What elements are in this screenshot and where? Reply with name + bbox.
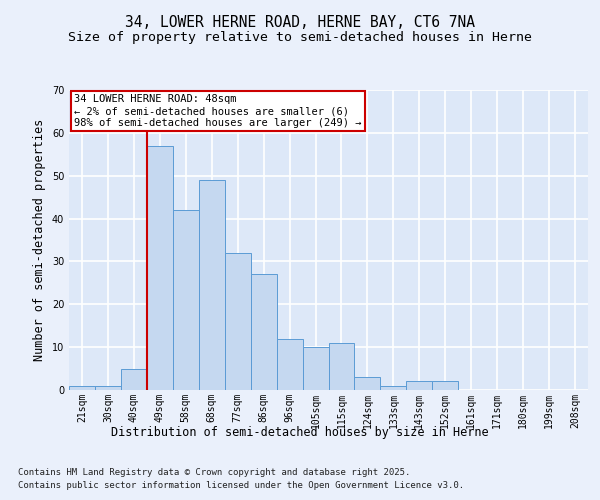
Text: Size of property relative to semi-detached houses in Herne: Size of property relative to semi-detach…: [68, 31, 532, 44]
Y-axis label: Number of semi-detached properties: Number of semi-detached properties: [33, 119, 46, 361]
Bar: [95, 386, 121, 390]
Bar: [406, 382, 432, 390]
Text: 34, LOWER HERNE ROAD, HERNE BAY, CT6 7NA: 34, LOWER HERNE ROAD, HERNE BAY, CT6 7NA: [125, 15, 475, 30]
Bar: [277, 338, 302, 390]
Bar: [329, 343, 355, 390]
Text: 34 LOWER HERNE ROAD: 48sqm
← 2% of semi-detached houses are smaller (6)
98% of s: 34 LOWER HERNE ROAD: 48sqm ← 2% of semi-…: [74, 94, 362, 128]
Bar: [380, 386, 406, 390]
Text: Contains HM Land Registry data © Crown copyright and database right 2025.: Contains HM Land Registry data © Crown c…: [18, 468, 410, 477]
Text: Distribution of semi-detached houses by size in Herne: Distribution of semi-detached houses by …: [111, 426, 489, 439]
Bar: [251, 274, 277, 390]
Bar: [302, 347, 329, 390]
Bar: [433, 382, 458, 390]
Text: Contains public sector information licensed under the Open Government Licence v3: Contains public sector information licen…: [18, 482, 464, 490]
Bar: [69, 386, 95, 390]
Bar: [355, 377, 380, 390]
Bar: [199, 180, 224, 390]
Bar: [225, 253, 251, 390]
Bar: [147, 146, 173, 390]
Bar: [121, 368, 147, 390]
Bar: [173, 210, 199, 390]
